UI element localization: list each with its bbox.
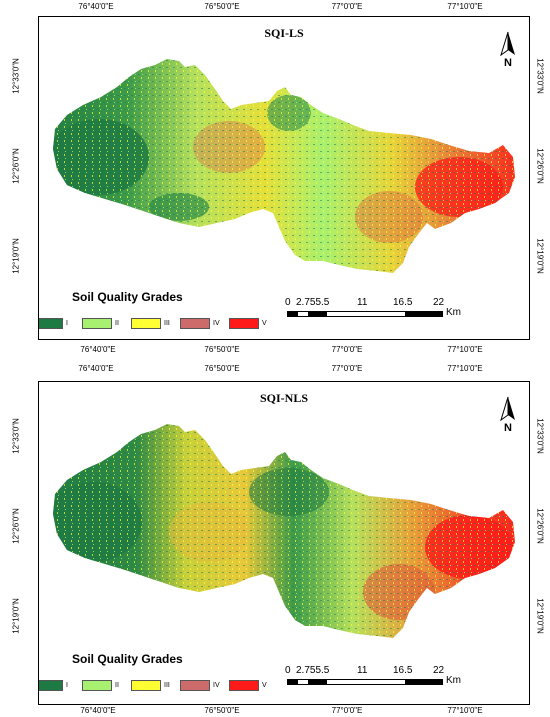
ls-top-tick-2: 76°50'0"E [204,2,240,11]
ls-left-tick-3: 12°19'0"N [11,238,21,274]
ls-bottom-tick-3: 77°0'0"E [331,345,363,354]
scale-number: 11 [357,665,368,676]
nls-bottom-tick-3: 77°0'0"E [331,706,363,715]
ls-left-tick-2: 12°26'0"N [11,148,21,184]
legend-label-grade-5: V [262,319,267,327]
scale-number: 16.5 [393,665,413,676]
ls-right-tick-3: 12°19'0"N [535,238,545,274]
nls-bottom-tick-4: 77°10'0"E [447,706,483,715]
nls-left-tick-3: 12°19'0"N [11,598,21,634]
map-title: SQI-NLS [259,391,309,405]
north-arrow-icon [500,396,515,422]
nls-right-tick-1: 12°33'0"N [535,418,545,454]
soil-quality-map-ls [53,59,515,273]
scale-number: 16.5 [393,297,413,308]
scale-number: 0 [285,297,291,308]
legend-swatch-grade-5 [229,317,259,329]
legend-label-grade-1: I [66,319,68,327]
legend-label-grade-1: I [66,681,68,689]
legend-swatch-grade-3 [131,317,161,329]
legend-swatch-grade-5 [229,679,259,691]
scale-bar: 0 2.755.5 11 16.5 22 Km [285,665,461,686]
nls-top-tick-1: 76°40'0"E [78,364,114,373]
legend-swatch-grade-4 [180,679,210,691]
legend-title: Soil Quality Grades [72,290,183,304]
legend-label-grade-3: III [164,319,170,327]
scale-numbers: 0 2.755.5 11 16.5 22 [285,297,457,309]
legend-swatch-grade-3 [131,679,161,691]
scale-number: 0 [285,665,291,676]
scale-bar: 0 2.755.5 11 16.5 22 Km [285,297,461,318]
nls-top-tick-2: 76°50'0"E [204,364,240,373]
map-title: SQI-LS [264,26,304,40]
legend-swatch-grade-2 [82,679,112,691]
legend-label-grade-2: II [115,319,119,327]
nls-left-tick-2: 12°26'0"N [11,508,21,544]
soil-quality-map-nls [53,424,515,638]
nls-top-tick-4: 77°10'0"E [447,364,483,373]
ls-top-tick-1: 76°40'0"E [78,2,114,11]
ls-bottom-tick-4: 77°10'0"E [447,345,483,354]
legend-label-grade-3: III [164,681,170,689]
legend-swatch-grade-1 [39,679,63,691]
map-panel-sqi-nls: SQI-NLS N Soil Quality Grades I II III I… [38,381,530,705]
legend: I II III IV V [39,316,278,330]
ls-right-tick-1: 12°33'0"N [535,58,545,94]
scale-bar-graphic [287,311,443,317]
legend-swatch-grade-4 [180,317,210,329]
legend-label-grade-2: II [115,681,119,689]
nls-right-tick-2: 12°26'0"N [535,508,545,544]
scale-number: 22 [433,665,445,676]
legend-swatch-grade-2 [82,317,112,329]
ls-top-tick-4: 77°10'0"E [447,2,483,11]
nls-bottom-tick-2: 76°50'0"E [204,706,240,715]
north-arrow-icon [500,31,515,57]
scale-number: 2.755.5 [296,665,330,676]
nls-right-tick-3: 12°19'0"N [535,598,545,634]
map-panel-sqi-ls: SQI-LS N Soil Quality Grades I II III IV… [38,16,530,340]
legend-label-grade-4: IV [213,319,220,327]
scale-unit: Km [446,307,461,318]
nls-bottom-tick-1: 76°40'0"E [80,706,116,715]
scale-number: 11 [357,297,368,308]
north-label: N [504,422,512,434]
ls-right-tick-2: 12°26'0"N [535,148,545,184]
scale-number: 2.755.5 [296,297,330,308]
nls-left-tick-1: 12°33'0"N [11,418,21,454]
ls-bottom-tick-1: 76°40'0"E [80,345,116,354]
north-arrow-icon: N [497,396,519,436]
ls-top-tick-3: 77°0'0"E [331,2,363,11]
nls-top-tick-3: 77°0'0"E [331,364,363,373]
ls-left-tick-1: 12°33'0"N [11,58,21,94]
scale-bar-graphic [287,679,443,685]
scale-number: 22 [433,297,445,308]
north-arrow-icon: N [497,31,519,71]
legend: I II III IV V [39,678,278,692]
scale-unit: Km [446,675,461,686]
ls-bottom-tick-2: 76°50'0"E [204,345,240,354]
legend-label-grade-5: V [262,681,267,689]
legend-title: Soil Quality Grades [72,652,183,666]
legend-label-grade-4: IV [213,681,220,689]
north-label: N [504,57,512,69]
scale-numbers: 0 2.755.5 11 16.5 22 [285,665,457,677]
legend-swatch-grade-1 [39,317,63,329]
